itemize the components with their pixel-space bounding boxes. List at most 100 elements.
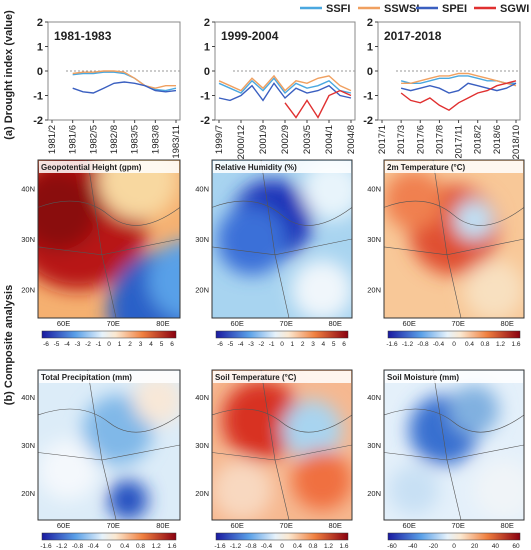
map-frame [37, 369, 181, 521]
map-blob [292, 450, 352, 510]
map-title: Geopotential Height (gpm) [41, 163, 142, 172]
colorbar-tick-label: 0.8 [480, 341, 489, 348]
x-tick-label: 2017/11 [454, 125, 465, 159]
x-tick-label: 1983/8 [150, 125, 161, 154]
lon-label: 60E [57, 521, 70, 530]
y-tick-label: 1 [37, 42, 43, 54]
colorbar-tick-label: 0.8 [136, 543, 145, 550]
lat-label: 20N [195, 489, 209, 498]
colorbar-tick-label: 6 [170, 341, 174, 348]
legend-label: SGWI [500, 3, 529, 15]
map-blobs [217, 160, 352, 318]
y-tick-label: -2 [363, 115, 373, 127]
x-tick-label: 2004/1 [324, 125, 335, 154]
colorbar-tick-label: 0.4 [465, 341, 474, 348]
map-blobs [38, 375, 180, 520]
series-line [401, 72, 517, 87]
series-line [218, 74, 352, 92]
map-borders [212, 370, 352, 520]
series-line [400, 75, 516, 84]
lon-label: 60E [231, 319, 244, 328]
colorbar-tick-label: 4 [149, 341, 153, 348]
map-title: 2m Temperature (°C) [387, 163, 466, 172]
colorbar-tick-label: 2 [128, 341, 132, 348]
colorbar [215, 330, 349, 339]
lat-label: 30N [21, 441, 35, 450]
x-tick-label: 2017/6 [415, 125, 426, 154]
lat-label: 30N [367, 441, 381, 450]
series-line [72, 81, 177, 94]
x-tick-label: 1981/2 [47, 125, 58, 154]
series-line [218, 77, 352, 95]
colorbar-tick-label: -0.8 [245, 543, 257, 550]
colorbar-tick-label: 1.2 [152, 543, 161, 550]
map-blob [454, 200, 494, 240]
map-blob [389, 465, 439, 515]
lat-label: 20N [21, 489, 35, 498]
map-blob [464, 260, 524, 318]
map-blobs [389, 385, 524, 520]
y-tick-label: -1 [363, 91, 373, 103]
map-blobs [38, 160, 180, 318]
chart-title: 2017-2018 [384, 29, 442, 43]
map-field [212, 370, 352, 520]
colorbar-tick-label: -4 [64, 341, 70, 348]
y-tick-label: 2 [37, 17, 43, 29]
map-title: Total Precipitation (mm) [41, 373, 132, 382]
x-tick-label: 1983/5 [130, 125, 141, 154]
map-borders [38, 160, 180, 318]
colorbar [215, 532, 349, 541]
colorbar-tick-label: -1.6 [40, 543, 52, 550]
title-box [39, 161, 179, 173]
map-blob [133, 375, 180, 425]
colorbar-tick-label: -0.4 [261, 543, 273, 550]
x-tick-label: 2017/8 [434, 125, 445, 154]
colorbar [387, 532, 521, 541]
colorbar-tick-label: -1 [269, 341, 275, 348]
x-tick-label: 2002/9 [280, 125, 291, 154]
colorbar-tick-label: -1.6 [386, 341, 398, 348]
y-tick-label: 0 [37, 66, 43, 78]
map-field [384, 160, 524, 318]
lon-label: 80E [329, 521, 342, 530]
y-tick-label: 1 [204, 42, 210, 54]
map-blob [384, 170, 444, 230]
colorbar-tick-label: 1.2 [324, 543, 333, 550]
lat-label: 30N [195, 441, 209, 450]
lat-label: 40N [195, 393, 209, 402]
map-blobs [212, 380, 352, 520]
x-tick-label: 2000/12 [236, 125, 247, 159]
x-tick-label: 1999/7 [214, 125, 225, 154]
map-blob [217, 205, 287, 275]
colorbar-tick-label: 0 [107, 543, 111, 550]
colorbar-tick-label: -40 [408, 543, 418, 550]
map-frame [211, 369, 353, 521]
y-tick-label: 2 [204, 17, 210, 29]
map-blob [38, 170, 98, 250]
x-tick-label: 2017/1 [377, 125, 388, 154]
lon-label: 70E [452, 521, 465, 530]
title-box [385, 161, 523, 173]
colorbar-tick-label: 0.4 [293, 543, 302, 550]
lon-label: 70E [280, 521, 293, 530]
map-blobs [384, 170, 524, 318]
colorbar-tick-label: 3 [311, 341, 315, 348]
colorbar-tick-label: 40 [492, 543, 500, 550]
map-blob [282, 400, 342, 460]
x-tick-label: 2018/6 [492, 125, 503, 154]
colorbar-tick-label: 5 [160, 341, 164, 348]
colorbar-tick-label: 0 [280, 341, 284, 348]
colorbar-tick-label: 0.4 [120, 543, 129, 550]
lat-label: 40N [21, 184, 35, 193]
map-blob [108, 480, 148, 520]
map-borders [384, 370, 524, 520]
colorbar-tick-label: 0 [452, 341, 456, 348]
lat-label: 40N [21, 393, 35, 402]
map-frame [37, 159, 181, 319]
ylabel-text: Drought index (value) [3, 10, 15, 123]
series-line [400, 80, 517, 112]
map-borders [38, 370, 180, 520]
lon-label: 80E [156, 319, 169, 328]
colorbar-tick-label: 60 [512, 543, 520, 550]
colorbar-tick-label: 3 [139, 341, 143, 348]
